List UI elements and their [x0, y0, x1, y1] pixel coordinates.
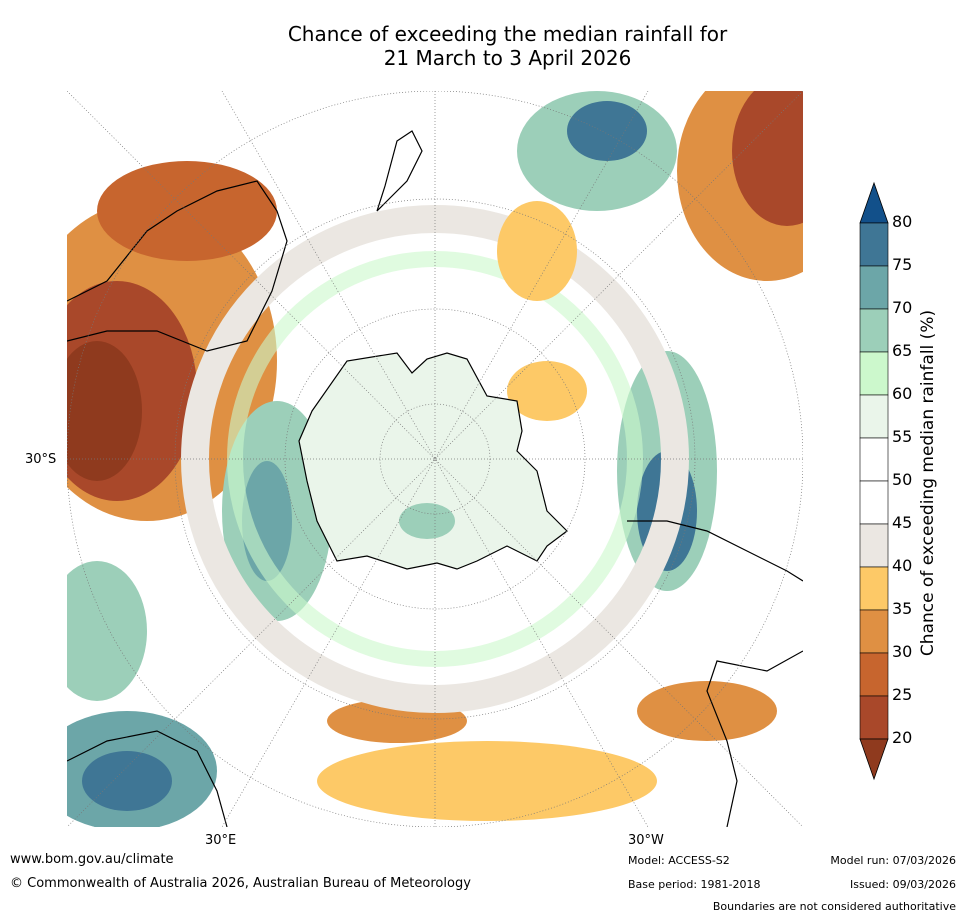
colorbar-tick-label: 45: [892, 513, 913, 532]
colorbar-segment: [859, 308, 889, 353]
colorbar-segment: [859, 480, 889, 525]
colorbar-tick-label: 60: [892, 384, 913, 403]
lon-label-30e: 30°E: [205, 833, 237, 848]
colorbar-tick-label: 35: [892, 599, 913, 618]
colorbar-segment: [859, 609, 889, 654]
colorbar-tick-label: 80: [892, 212, 913, 231]
colorbar-tick-label: 75: [892, 255, 913, 274]
dry-patch-weddell: [507, 361, 587, 421]
colorbar-segment: [859, 437, 889, 482]
south-america-east-coast: [706, 650, 803, 827]
issued-date: Issued: 09/03/2026: [849, 878, 956, 891]
colorbar-tick-label: 50: [892, 470, 913, 489]
dry-patch-north-australia: [97, 161, 277, 261]
colorbar-tick-label: 70: [892, 298, 913, 317]
copyright-text: © Commonwealth of Australia 2026, Austra…: [10, 876, 471, 891]
dry-band-south-atlantic: [317, 741, 657, 821]
colorbar-segment: [859, 222, 889, 267]
map-canvas: [67, 91, 803, 827]
wet-patch-south-africa-core: [82, 751, 172, 811]
africa-outline: [67, 730, 228, 827]
antarctica-outline: [298, 352, 568, 570]
map-title: Chance of exceeding the median rainfall …: [0, 22, 965, 70]
colorbar: [859, 181, 889, 781]
colorbar-segment: [859, 695, 889, 740]
colorbar-tick-label: 55: [892, 427, 913, 446]
colorbar-tick-label: 25: [892, 685, 913, 704]
colorbar-tick-label: 40: [892, 556, 913, 575]
south-america-outline: [627, 520, 803, 582]
colorbar-segment: [859, 566, 889, 611]
new-zealand-outline: [376, 130, 423, 212]
colorbar-tick-label: 65: [892, 341, 913, 360]
colorbar-arrow-top: [859, 181, 889, 224]
title-line-2: 21 March to 3 April 2026: [383, 46, 632, 70]
colorbar-title: Chance of exceeding median rainfall (%): [918, 309, 938, 657]
colorbar-segment: [859, 394, 889, 439]
title-line-1: Chance of exceeding the median rainfall …: [287, 22, 728, 46]
website-link[interactable]: www.bom.gov.au/climate: [10, 852, 174, 867]
colorbar-tick-label: 20: [892, 728, 913, 747]
dry-patch-pacific-ne-core: [732, 91, 803, 226]
colorbar-segment: [859, 652, 889, 697]
model-run-date: Model run: 07/03/2026: [830, 854, 956, 867]
grey-patch-ring: [181, 205, 689, 713]
colorbar-arrow-bottom: [859, 738, 889, 781]
wet-patch-west-indian: [67, 561, 147, 701]
colorbar-segment: [859, 351, 889, 396]
rainfall-map: [67, 91, 803, 827]
australia-outline: [67, 180, 288, 352]
boundary-disclaimer: Boundaries are not considered authoritat…: [712, 900, 956, 913]
colorbar-segment: [859, 523, 889, 568]
colorbar-tick-label: 30: [892, 642, 913, 661]
base-period: Base period: 1981-2018: [628, 878, 761, 891]
dry-patch-amundsen: [497, 201, 577, 301]
lat-label-30s: 30°S: [25, 452, 57, 467]
graticule: [67, 91, 803, 827]
antarctica-wet-spot: [399, 503, 455, 539]
colorbar-segment: [859, 265, 889, 310]
dry-patch-australia-inner: [67, 341, 142, 481]
model-name: Model: ACCESS-S2: [628, 854, 730, 867]
wet-patch-pacific-core: [567, 101, 647, 161]
lon-label-30w: 30°W: [628, 833, 664, 848]
